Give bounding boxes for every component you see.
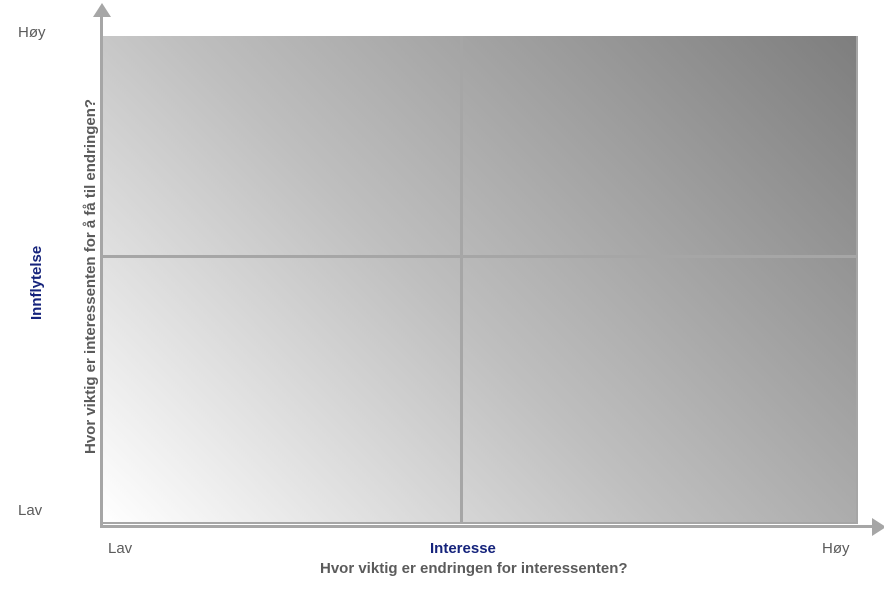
y-axis-title: Innflytelse [28,246,45,320]
x-axis-sublabel: Hvor viktig er endringen for interessent… [320,560,628,577]
x-axis-line [100,525,874,528]
x-axis-title: Interesse [430,540,496,557]
x-axis-arrowhead-icon [872,518,884,536]
horizontal-divider [102,255,858,258]
y-high-label: Høy [18,24,46,41]
y-axis-line [100,12,103,528]
y-axis-title-wrap: Innflytelse [28,246,46,320]
x-low-label: Lav [108,540,132,557]
y-low-label: Lav [18,502,42,519]
quadrant-matrix: Høy Lav Innflytelse Hvor viktig er inter… [0,0,884,600]
plot-area [102,36,858,524]
y-axis-arrowhead-icon [93,3,111,17]
y-axis-sublabel: Hvor viktig er interessenten for å få ti… [82,99,99,454]
x-high-label: Høy [822,540,850,557]
vertical-divider [460,36,463,524]
y-axis-sublabel-wrap: Hvor viktig er interessenten for å få ti… [82,99,100,454]
